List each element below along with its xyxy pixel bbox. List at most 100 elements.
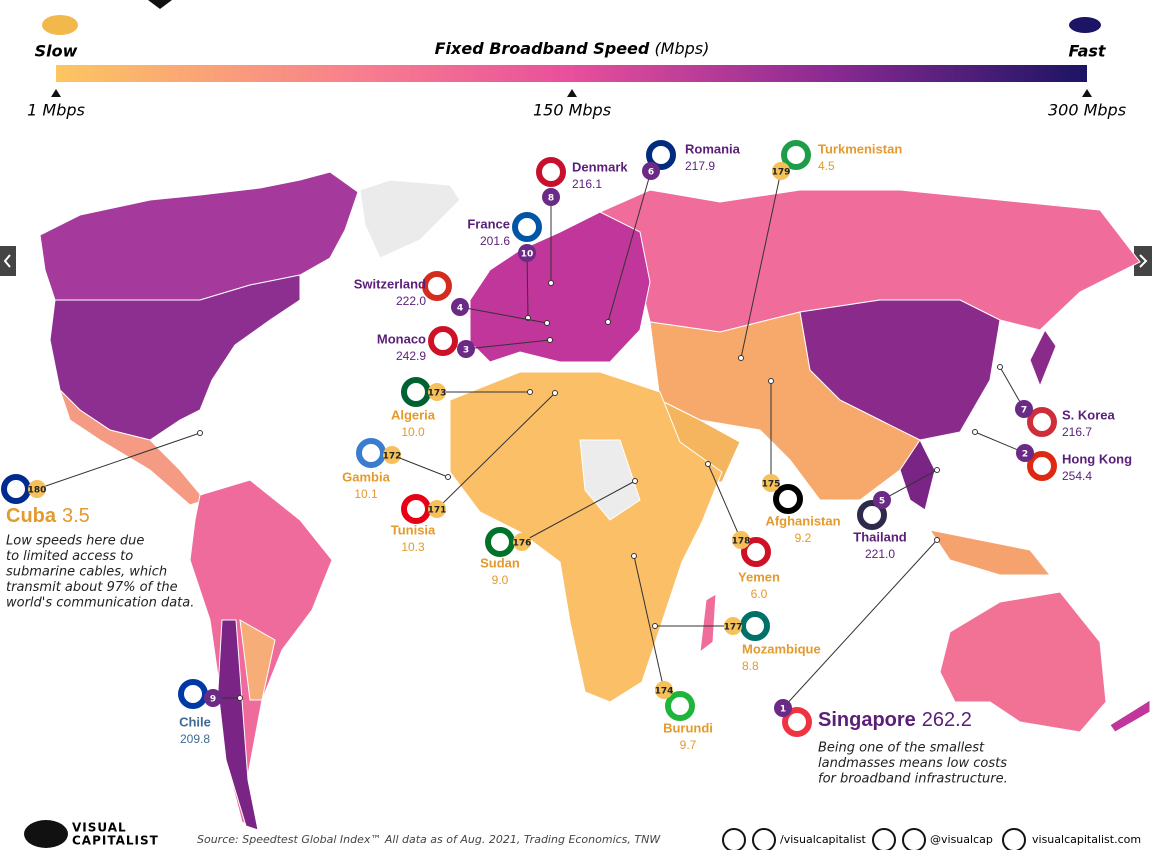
leader-line (465, 339, 551, 350)
country-speed: 3.5 (62, 505, 90, 527)
rabbit-icon (1069, 17, 1101, 33)
leader-line (881, 469, 938, 501)
rank-label: 172 (383, 452, 402, 462)
flag (781, 140, 811, 170)
target-dot (527, 389, 533, 395)
country-speed: 9.0 (492, 573, 509, 587)
flag (1027, 407, 1057, 437)
rank-badge (451, 298, 469, 316)
target-dot (934, 537, 940, 543)
rank-label: 174 (655, 687, 674, 697)
country-speed: 10.0 (401, 425, 425, 439)
country-speed: 222.0 (396, 294, 426, 308)
nav-prev-icon (3, 254, 11, 268)
nav-prev[interactable] (0, 246, 16, 276)
flag (773, 484, 803, 514)
country-speed: 4.5 (818, 159, 835, 173)
target-dot (934, 467, 940, 473)
country-speed: 242.9 (396, 349, 426, 363)
country-label: Cuba 3.5 (6, 505, 90, 527)
brand-line1: VISUAL (72, 821, 127, 835)
rank-badge (457, 340, 475, 358)
flag (857, 500, 887, 530)
leader-line (633, 555, 665, 691)
country-label: Singapore 262.2 (818, 709, 972, 731)
legend-tick-marker (51, 89, 61, 97)
note-line: Low speeds here due (6, 534, 144, 549)
thailand (899, 439, 936, 511)
nav-next[interactable] (1134, 246, 1152, 276)
world-map (39, 171, 1151, 831)
facebook-icon[interactable] (722, 828, 746, 850)
flag (401, 377, 431, 407)
target-dot (552, 390, 558, 396)
target-dot (705, 461, 711, 467)
top-marker (148, 0, 172, 9)
note-line: transmit about 97% of the (6, 580, 178, 595)
instagram-icon[interactable] (902, 828, 926, 850)
rank-label: 177 (724, 623, 743, 633)
rank-label: 2 (1022, 450, 1028, 460)
country-name: Burundi (663, 720, 713, 735)
china (799, 299, 1001, 441)
speed-gradient (56, 65, 1087, 82)
rank-badge (762, 474, 780, 492)
slow-label: Slow (35, 42, 78, 61)
indonesia (928, 529, 1052, 576)
australia (939, 591, 1107, 733)
web-icon[interactable] (1002, 828, 1026, 850)
youtube-icon[interactable] (752, 828, 776, 850)
country-name: Thailand (853, 529, 907, 544)
country-name: France (467, 216, 510, 231)
twitter-icon[interactable] (872, 828, 896, 850)
leader-line (391, 454, 449, 478)
flag (1027, 451, 1057, 481)
rank-badge (873, 491, 891, 509)
flag (401, 494, 431, 524)
argentina (239, 619, 276, 701)
leader-line (459, 306, 548, 324)
flag (646, 140, 676, 170)
target-dot (997, 364, 1003, 370)
legend-unit: (Mbps) (654, 39, 709, 58)
leader-line (782, 539, 938, 709)
rank-badge (383, 446, 401, 464)
leader-line (740, 170, 782, 359)
note-line: world's communication data. (6, 596, 194, 611)
flag (356, 438, 386, 468)
flag (665, 691, 695, 721)
flag (178, 679, 208, 709)
rank-label: 176 (513, 539, 532, 549)
country-name: Mozambique (742, 641, 821, 656)
rank-label: 180 (28, 486, 47, 496)
country-name: Cuba (6, 505, 57, 527)
target-dot (548, 280, 554, 286)
madagascar (699, 593, 717, 654)
legend-tick-label: 300 Mbps (1048, 101, 1126, 120)
country-name: Chile (179, 714, 211, 729)
brand-line2: CAPITALIST (72, 834, 159, 848)
country-name: Gambia (342, 469, 390, 484)
rank-badge (655, 681, 673, 699)
source: Source: Speedtest Global Index™ All data… (197, 833, 661, 846)
target-dot (738, 355, 744, 361)
site-link[interactable]: visualcapitalist.com (1032, 833, 1141, 846)
rank-badge (542, 188, 560, 206)
legend-ticks: 1 Mbps 150 Mbps 300 Mbps (27, 89, 1126, 120)
rank-badge (774, 699, 792, 717)
country-speed: 10.1 (354, 487, 378, 501)
rank-badge (518, 244, 536, 262)
flag (512, 212, 542, 242)
country-speed: 10.3 (401, 540, 425, 554)
rank-label: 8 (548, 194, 554, 204)
target-dot (547, 337, 553, 343)
flag (428, 326, 458, 356)
country-name: Afghanistan (765, 513, 840, 528)
note-line: landmasses means low costs (818, 756, 1007, 771)
target-dot (652, 623, 658, 629)
rank-label: 171 (428, 506, 447, 516)
country-name: Sudan (480, 555, 520, 570)
leader-line (707, 463, 742, 541)
